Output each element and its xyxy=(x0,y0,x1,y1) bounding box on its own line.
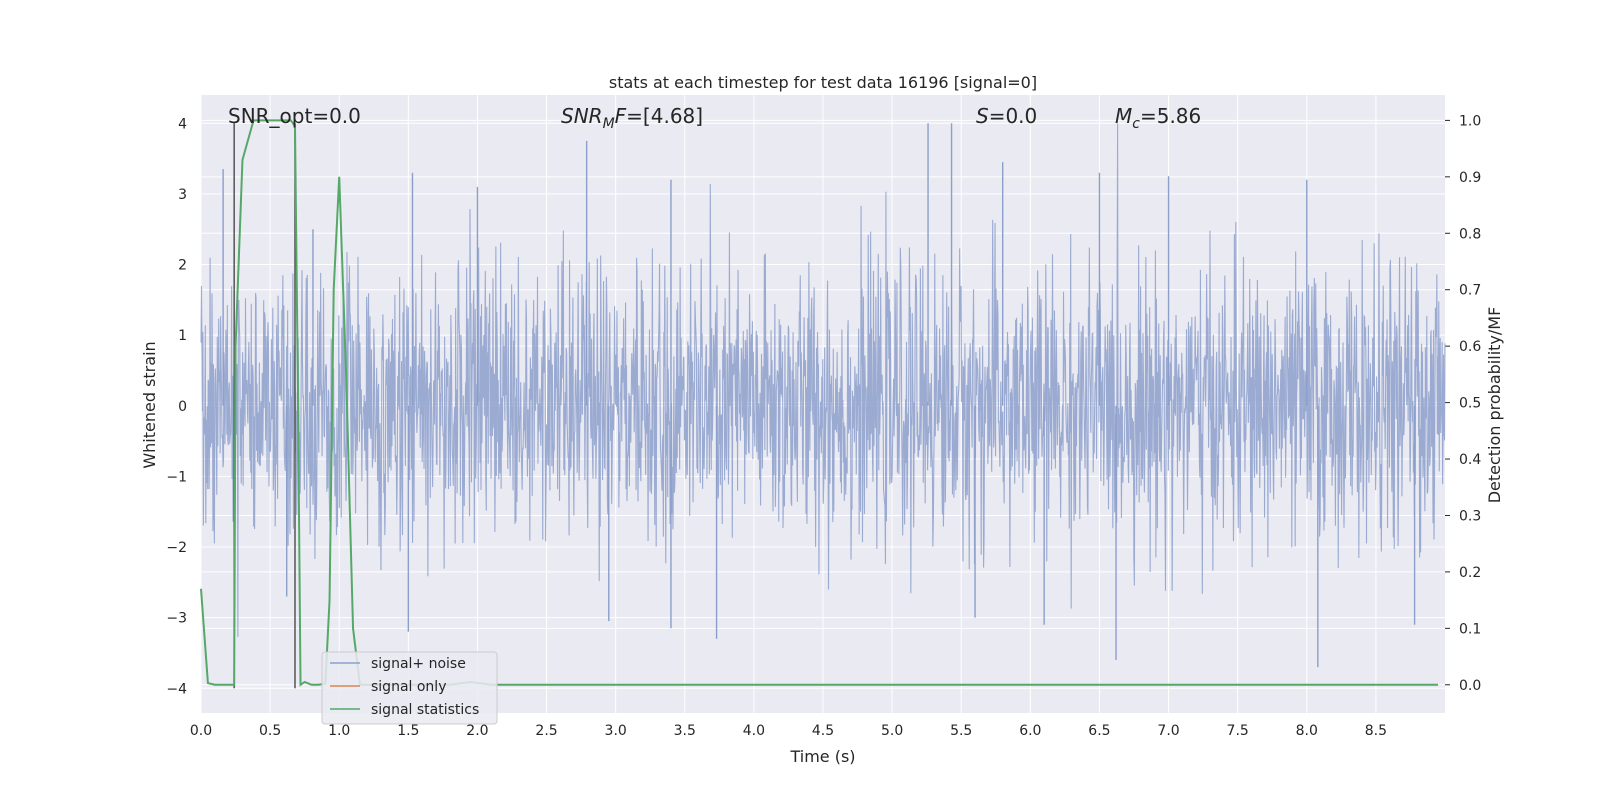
legend-label-signal-only: signal only xyxy=(371,679,446,695)
annotation-s: S=0.0 xyxy=(976,104,1037,128)
x-tick-label: 4.5 xyxy=(812,723,834,739)
x-tick-label: 0.5 xyxy=(259,723,281,739)
annotation-mc-value: =5.86 xyxy=(1140,104,1201,128)
y-right-tick-label: 0.2 xyxy=(1459,565,1481,581)
y-tick-label: 2 xyxy=(178,258,187,274)
y-right-tick-label: 0.1 xyxy=(1459,621,1481,637)
legend-label-signal-noise: signal+ noise xyxy=(371,656,466,672)
annotation-snr-mf-mid: F xyxy=(615,104,627,128)
y-tick-label: −1 xyxy=(166,469,187,485)
y-right-tick-label: 0.6 xyxy=(1459,339,1481,355)
x-tick-label: 2.0 xyxy=(466,723,488,739)
annotation-s-value: =0.0 xyxy=(989,104,1038,128)
annotation-s-prefix: S xyxy=(976,104,989,128)
x-tick-label: 6.0 xyxy=(1019,723,1041,739)
y-tick-label: −2 xyxy=(166,540,187,556)
annotation-snr-opt: SNR_opt=0.0 xyxy=(228,104,361,128)
y-right-tick-label: 0.5 xyxy=(1459,396,1481,412)
signal-noise-line xyxy=(200,123,1446,638)
legend-box xyxy=(321,651,498,725)
y-tick-label: 1 xyxy=(178,328,187,344)
x-tick-label: 5.0 xyxy=(881,723,903,739)
x-tick-label: 2.5 xyxy=(535,723,557,739)
y-right-tick-label: 0.9 xyxy=(1459,170,1481,186)
annotation-snr-mf-sub: M xyxy=(603,116,615,132)
y-tick-label: 4 xyxy=(178,116,187,132)
annotation-snr-mf-prefix: SNR xyxy=(561,104,603,128)
x-tick-label: 6.5 xyxy=(1088,723,1110,739)
y-right-tick-label: 0.3 xyxy=(1459,508,1481,524)
x-tick-label: 3.5 xyxy=(674,723,696,739)
x-tick-label: 3.0 xyxy=(605,723,627,739)
x-tick-label: 1.5 xyxy=(397,723,419,739)
y-right-tick-label: 0.4 xyxy=(1459,452,1481,468)
x-tick-label: 7.5 xyxy=(1227,723,1249,739)
annotation-snr-mf: SNRMF=[4.68] xyxy=(561,104,703,132)
y-tick-label: 0 xyxy=(178,399,187,415)
y-right-tick-label: 1.0 xyxy=(1459,113,1481,129)
x-tick-label: 1.0 xyxy=(328,723,350,739)
annotation-snr-mf-value: =[4.68] xyxy=(626,104,703,128)
x-tick-label: 8.0 xyxy=(1296,723,1318,739)
x-tick-label: 5.5 xyxy=(950,723,972,739)
x-tick-label: 4.0 xyxy=(743,723,765,739)
legend: signal+ noise signal only signal statist… xyxy=(321,651,498,725)
x-tick-label: 7.0 xyxy=(1157,723,1179,739)
x-tick-label: 0.0 xyxy=(190,723,212,739)
y-right-axis-label: Detection probability/MF xyxy=(1485,307,1504,504)
annotation-mc-prefix: M xyxy=(1115,104,1132,128)
y-tick-label: 3 xyxy=(178,187,187,203)
y-right-tick-label: 0.0 xyxy=(1459,678,1481,694)
y-tick-label: −4 xyxy=(166,681,187,697)
annotation-mc: Mc=5.86 xyxy=(1115,104,1201,132)
chart-title: stats at each timestep for test data 161… xyxy=(609,73,1037,92)
x-tick-label: 8.5 xyxy=(1365,723,1387,739)
signal-noise-series xyxy=(200,123,1446,668)
legend-label-signal-statistics: signal statistics xyxy=(371,702,479,718)
y-tick-labels: 4 3 2 1 0 −1 −2 −3 −4 xyxy=(166,116,187,697)
y-right-tick-labels: 1.0 0.9 0.8 0.7 0.6 0.5 0.4 0.3 0.2 0.1 0.0 xyxy=(1459,113,1481,693)
annotation-mc-sub: c xyxy=(1132,116,1140,132)
y-tick-label: −3 xyxy=(166,611,187,627)
y-axis-label: Whitened strain xyxy=(140,341,159,468)
x-tick-labels: 0.0 0.5 1.0 1.5 2.0 2.5 3.0 3.5 4.0 4.5 5.0 5.5 6.0 6… xyxy=(190,723,1387,739)
x-axis-label: Time (s) xyxy=(789,747,855,766)
y-right-tick-label: 0.8 xyxy=(1459,226,1481,242)
y-right-tick-label: 0.7 xyxy=(1459,283,1481,299)
